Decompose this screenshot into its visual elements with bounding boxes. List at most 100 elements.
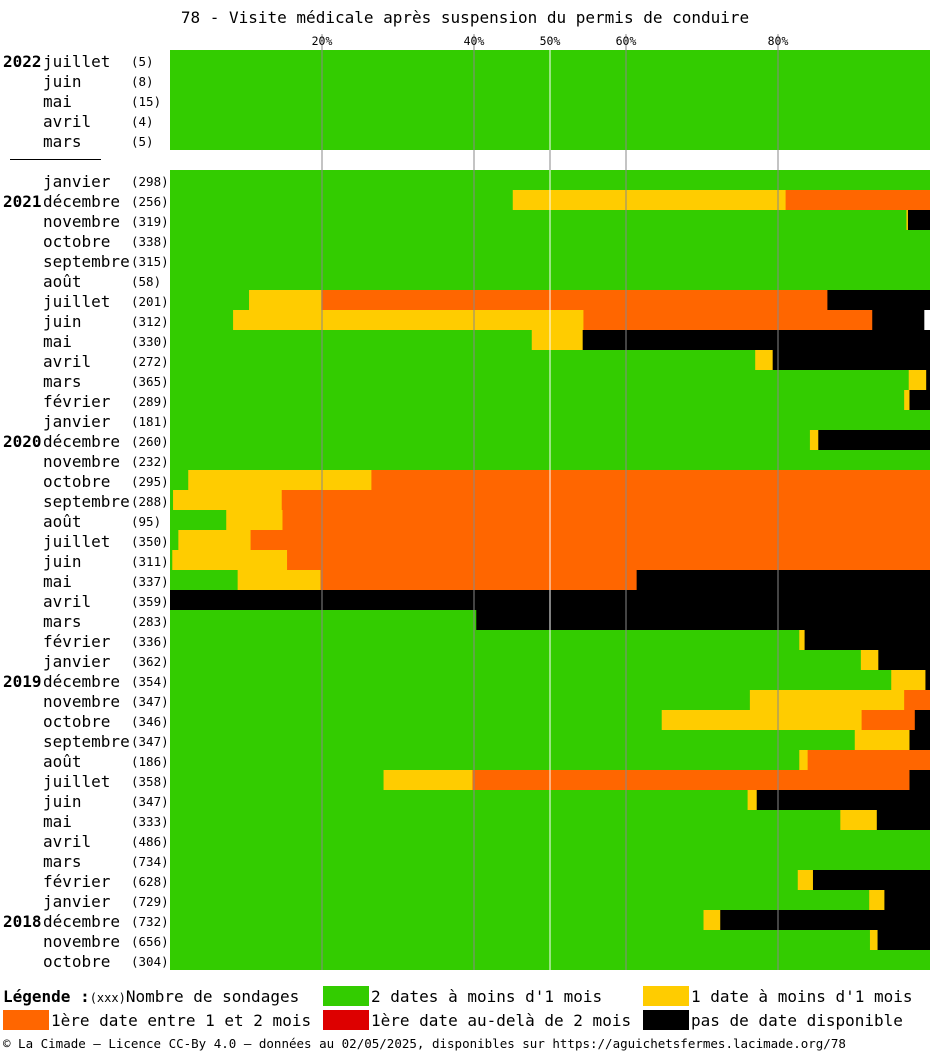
row-count-label: (95) — [131, 514, 161, 529]
bar-segment-green — [170, 930, 871, 950]
row-count-label: (347) — [131, 694, 169, 709]
row-year-label: 2018 — [3, 912, 42, 931]
row-month-label: février — [43, 872, 111, 891]
bar-segment-black — [909, 770, 930, 790]
row-count-label: (347) — [131, 734, 169, 749]
bar-segment-green — [170, 350, 756, 370]
row-count-label: (362) — [131, 654, 169, 669]
bar-segment-orange — [371, 470, 930, 490]
row-count-label: (315) — [131, 254, 169, 269]
row-month-label: mai — [43, 92, 72, 111]
bar-segment-orange — [250, 530, 930, 550]
row-month-label: octobre — [43, 712, 110, 731]
bar-segment-yellow — [799, 750, 809, 770]
row-month-label: avril — [43, 352, 91, 371]
row-month-label: avril — [43, 832, 91, 851]
bar-segment-yellow — [755, 350, 774, 370]
x-tick-label: 60% — [616, 34, 637, 48]
bar-segment-black — [926, 370, 930, 390]
row-month-label: juin — [43, 552, 82, 571]
bar-segment-black — [476, 610, 930, 630]
bar-segment-yellow — [703, 910, 721, 930]
bar-segment-black — [804, 630, 930, 650]
bar-segment-orange — [904, 690, 930, 710]
bar-segment-green — [170, 770, 384, 790]
bar-segment-yellow — [908, 370, 927, 390]
row-count-label: (5) — [131, 54, 154, 69]
row-count-label: (359) — [131, 594, 169, 609]
row-month-label: juin — [43, 792, 82, 811]
row-count-label: (734) — [131, 854, 169, 869]
row-month-label: mars — [43, 612, 82, 631]
row-count-label: (347) — [131, 794, 169, 809]
bar-segment-yellow — [512, 190, 786, 210]
row-count-label: (5) — [131, 134, 154, 149]
x-tick-label: 40% — [464, 34, 485, 48]
bar-segment-black — [827, 290, 930, 310]
bar-segment-yellow — [854, 730, 910, 750]
row-count-label: (354) — [131, 674, 169, 689]
row-month-label: janvier — [43, 652, 111, 671]
legend-label: Légende : — [3, 987, 90, 1006]
bar-segment-black — [877, 930, 930, 950]
bar-segment-yellow — [172, 550, 288, 570]
row-month-label: février — [43, 632, 111, 651]
bar-segment-black — [818, 430, 930, 450]
row-month-label: septembre — [43, 252, 130, 271]
row-count-label: (312) — [131, 314, 169, 329]
x-tick-label: 50% — [540, 34, 561, 48]
row-month-label: janvier — [43, 412, 111, 431]
bar-segment-yellow — [226, 510, 283, 530]
row-month-label: mars — [43, 132, 82, 151]
x-tick-label: 80% — [768, 34, 789, 48]
row-month-label: juillet — [43, 532, 110, 551]
row-count-label: (628) — [131, 874, 169, 889]
row-month-label: avril — [43, 112, 91, 131]
bar-segment-orange — [282, 510, 930, 530]
row-month-label: novembre — [43, 452, 120, 471]
legend-entry-green: 2 dates à moins d'1 mois — [371, 987, 603, 1006]
chart-title: 78 - Visite médicale après suspension du… — [180, 8, 750, 27]
bar-segment-yellow — [747, 790, 758, 810]
bar-segment-yellow — [178, 530, 251, 550]
row-count-label: (336) — [131, 634, 169, 649]
bar-segment-yellow — [188, 470, 372, 490]
legend-entry-orange: 1ère date entre 1 et 2 mois — [51, 1011, 312, 1030]
row-month-label: mai — [43, 332, 72, 351]
row-count-label: (201) — [131, 294, 169, 309]
row-count-label: (232) — [131, 454, 169, 469]
bar-segment-green — [170, 490, 174, 510]
row-year-label: 2022 — [3, 52, 42, 71]
row-count-label: (337) — [131, 574, 169, 589]
bar-segment-yellow — [840, 810, 878, 830]
bar-segment-green — [170, 210, 907, 230]
row-count-label: (8) — [131, 74, 154, 89]
bar-segment-yellow — [906, 210, 909, 230]
row-count-label: (272) — [131, 354, 169, 369]
row-count-label: (330) — [131, 334, 169, 349]
x-tick-label: 20% — [312, 34, 333, 48]
row-month-label: août — [43, 752, 82, 771]
bar-segment-orange — [583, 310, 873, 330]
row-month-label: novembre — [43, 212, 120, 231]
row-month-label: novembre — [43, 692, 120, 711]
bar-segment-black — [909, 390, 930, 410]
row-count-label: (181) — [131, 414, 169, 429]
row-month-label: février — [43, 392, 111, 411]
legend-count-sample: (xxx) — [89, 991, 126, 1005]
bar-segment-black — [878, 650, 930, 670]
bar-segment-yellow — [860, 650, 879, 670]
row-month-label: juillet — [43, 292, 110, 311]
bar-segment-green — [170, 730, 856, 750]
row-count-label: (656) — [131, 934, 169, 949]
row-month-label: décembre — [43, 432, 120, 451]
row-month-label: août — [43, 272, 82, 291]
bar-segment-black — [872, 310, 925, 330]
bar-segment-green — [170, 610, 477, 630]
row-month-label: janvier — [43, 892, 111, 911]
bar-segment-green — [170, 550, 173, 570]
row-count-label: (15) — [131, 94, 161, 109]
row-count-label: (295) — [131, 474, 169, 489]
bar-segment-green — [170, 530, 179, 550]
row-year-label: 2021 — [3, 192, 42, 211]
